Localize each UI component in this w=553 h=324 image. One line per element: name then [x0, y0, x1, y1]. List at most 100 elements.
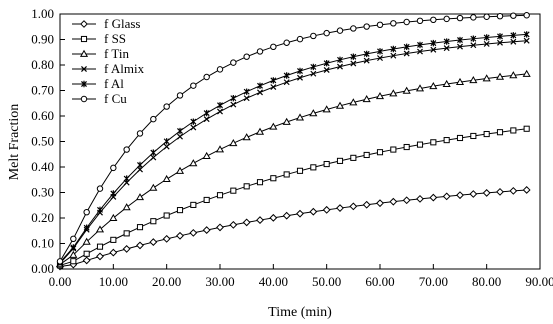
data-point: [257, 89, 263, 96]
data-point: [402, 86, 411, 94]
y-tick-label: 0.00: [31, 261, 54, 276]
data-point: [176, 92, 184, 99]
data-point: [256, 48, 264, 55]
data-point: [363, 57, 370, 64]
data-point: [510, 32, 517, 39]
data-point: [429, 193, 438, 202]
y-tick-label: 1.00: [31, 6, 54, 21]
data-point: [190, 118, 197, 125]
data-point: [430, 46, 437, 53]
data-point: [282, 211, 291, 220]
y-tick-label: 0.30: [31, 185, 54, 200]
data-point: [417, 48, 423, 55]
data-point: [363, 151, 370, 159]
data-point: [323, 29, 330, 37]
y-axis-title: Melt Fraction: [7, 104, 22, 181]
data-point: [390, 45, 397, 53]
data-point: [229, 138, 238, 147]
data-point: [442, 79, 451, 87]
data-point: [110, 236, 117, 243]
data-point: [350, 154, 357, 161]
data-point: [163, 103, 170, 110]
data-point: [136, 130, 144, 137]
legend-label: f Al: [104, 76, 124, 91]
data-point: [296, 35, 304, 43]
series-group: [55, 12, 531, 271]
data-point: [470, 35, 477, 42]
data-point: [375, 92, 385, 100]
data-point: [175, 166, 185, 174]
data-point: [377, 48, 383, 55]
data-point: [97, 206, 103, 214]
data-point: [403, 43, 410, 51]
data-point: [523, 125, 530, 132]
data-point: [510, 12, 517, 19]
legend-label: f Glass: [104, 16, 140, 31]
data-point: [243, 53, 250, 60]
data-point: [256, 179, 264, 186]
data-point: [350, 60, 357, 67]
data-point: [309, 207, 318, 216]
data-point: [70, 235, 77, 243]
y-tick-label: 0.20: [31, 210, 54, 225]
data-point: [255, 127, 265, 135]
data-point: [149, 238, 158, 246]
data-point: [376, 199, 384, 208]
data-point: [242, 133, 251, 141]
x-tick-label: 80.00: [472, 274, 501, 289]
data-point: [455, 77, 465, 85]
data-point: [163, 212, 170, 219]
data-point: [136, 224, 144, 231]
data-point: [363, 23, 370, 30]
data-point: [216, 66, 224, 73]
series-f-almix: [57, 37, 530, 267]
x-tick-label: 30.00: [205, 274, 234, 289]
data-point: [417, 41, 423, 49]
data-point: [230, 101, 237, 108]
data-point: [483, 13, 490, 20]
data-point: [443, 15, 450, 23]
data-point: [390, 146, 397, 153]
data-point: [495, 72, 505, 80]
data-point: [310, 70, 317, 77]
data-point: [256, 216, 264, 224]
data-point: [283, 39, 290, 46]
data-point: [402, 196, 411, 205]
data-point: [215, 145, 225, 153]
data-point: [150, 154, 157, 161]
data-point: [482, 74, 491, 82]
data-point: [81, 80, 87, 88]
data-point: [149, 183, 158, 191]
data-point: [230, 94, 237, 102]
data-point: [162, 234, 171, 243]
data-point: [137, 161, 143, 169]
data-point: [163, 138, 170, 145]
data-point: [217, 102, 223, 109]
data-point: [403, 18, 410, 26]
data-point: [229, 220, 238, 229]
data-point: [190, 82, 197, 89]
y-axis: 0.00 0.10 0.20 0.30 0.40 0.50 0.60 0.70 0.80 0.90…: [31, 6, 65, 276]
data-point: [362, 95, 371, 103]
x-axis-title: Time (min): [268, 305, 332, 320]
data-point: [323, 60, 330, 67]
data-point: [82, 237, 91, 245]
data-point: [95, 225, 105, 233]
data-point: [483, 40, 490, 47]
data-point: [269, 122, 278, 130]
data-point: [109, 213, 118, 221]
data-point: [96, 185, 104, 192]
data-point: [150, 149, 157, 156]
data-point: [457, 43, 463, 50]
data-point: [497, 39, 503, 46]
data-point: [297, 67, 303, 75]
data-point: [136, 241, 144, 250]
data-point: [150, 218, 157, 225]
data-point: [377, 55, 383, 62]
data-point: [203, 196, 210, 204]
data-point: [522, 186, 531, 194]
data-point: [430, 16, 437, 24]
data-point: [456, 134, 464, 142]
data-point: [443, 137, 450, 144]
data-point: [137, 166, 143, 173]
